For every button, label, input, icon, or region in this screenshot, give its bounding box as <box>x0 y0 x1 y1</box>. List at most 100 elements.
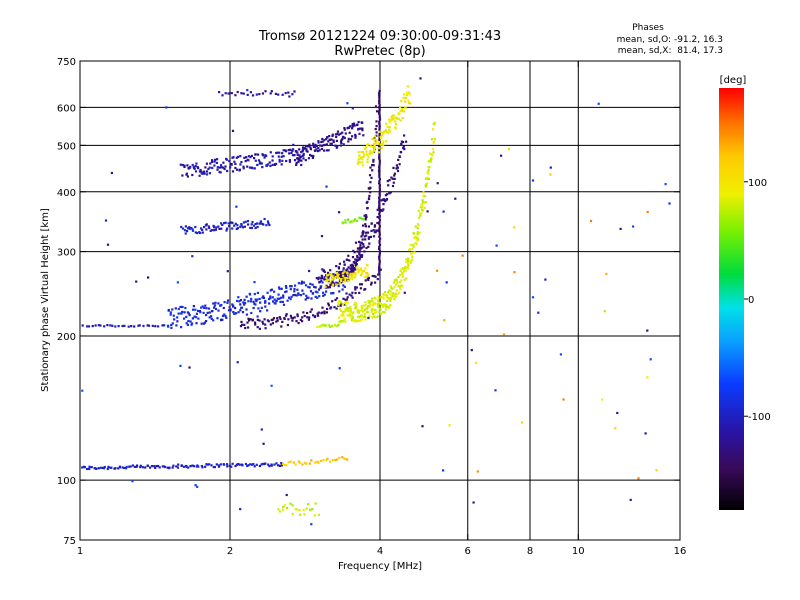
data-point <box>358 240 361 243</box>
data-point <box>391 294 394 297</box>
data-point <box>339 140 343 143</box>
data-point <box>295 161 298 165</box>
data-point <box>299 159 302 162</box>
data-point <box>186 227 190 230</box>
data-point <box>254 321 257 324</box>
data-point <box>336 145 339 148</box>
data-point <box>206 311 209 314</box>
data-point <box>287 318 290 321</box>
data-point <box>378 139 381 142</box>
data-point <box>354 271 357 275</box>
data-point <box>428 160 431 163</box>
data-point <box>389 303 392 306</box>
data-point <box>301 150 304 153</box>
data-point <box>346 314 349 317</box>
data-point <box>378 110 381 113</box>
data-point <box>302 311 305 314</box>
data-point <box>280 155 283 158</box>
data-point <box>230 92 233 95</box>
data-point <box>270 384 273 387</box>
data-point <box>247 317 250 320</box>
data-point <box>404 106 407 110</box>
data-point <box>310 308 313 311</box>
data-point <box>309 290 313 293</box>
data-point <box>179 305 182 308</box>
data-point <box>320 324 323 327</box>
data-point <box>187 167 190 170</box>
data-point <box>224 221 227 224</box>
data-point <box>411 255 414 258</box>
data-point <box>336 325 339 328</box>
data-point <box>278 464 282 467</box>
data-point <box>280 464 283 467</box>
data-point <box>304 145 307 148</box>
data-point <box>196 231 199 235</box>
data-point <box>213 160 216 163</box>
data-point <box>240 320 243 323</box>
data-point <box>246 464 249 467</box>
data-point <box>445 281 448 284</box>
data-point <box>131 464 134 467</box>
data-point <box>192 305 195 308</box>
data-point <box>323 276 327 279</box>
data-point <box>242 221 245 224</box>
data-point <box>185 465 188 468</box>
data-point <box>378 260 381 263</box>
data-point <box>378 217 381 220</box>
data-point <box>249 293 252 296</box>
data-point <box>655 469 658 472</box>
data-point <box>359 287 362 290</box>
data-point <box>226 270 229 273</box>
data-point <box>335 307 338 310</box>
data-point <box>148 466 152 469</box>
data-point <box>203 172 206 175</box>
data-point <box>141 466 144 469</box>
data-point <box>293 159 297 162</box>
data-point <box>225 229 228 232</box>
data-point <box>103 465 106 469</box>
data-point <box>391 184 395 188</box>
data-point <box>268 161 271 164</box>
data-point <box>239 299 242 302</box>
data-point <box>220 222 223 225</box>
data-point <box>344 274 347 277</box>
data-point <box>329 325 332 328</box>
data-point <box>212 465 215 469</box>
data-point <box>296 315 299 318</box>
data-point <box>257 159 261 162</box>
data-point <box>353 251 356 254</box>
data-point <box>354 286 357 289</box>
data-point <box>155 465 158 468</box>
data-point <box>378 272 381 275</box>
data-point <box>239 303 242 306</box>
data-point <box>343 270 346 273</box>
data-point <box>405 140 408 143</box>
data-point <box>195 162 198 165</box>
data-point <box>343 457 347 460</box>
data-point <box>364 147 367 151</box>
data-point <box>323 278 326 281</box>
data-point <box>340 309 343 312</box>
data-point <box>174 307 177 310</box>
data-point <box>646 376 649 379</box>
data-point <box>270 463 273 466</box>
data-point <box>320 279 323 282</box>
data-point <box>301 463 304 466</box>
data-point <box>221 94 224 97</box>
data-point <box>377 295 380 298</box>
data-point <box>404 97 407 100</box>
data-point <box>389 293 392 296</box>
data-point <box>418 216 421 219</box>
data-point <box>346 268 349 271</box>
data-point <box>288 296 291 299</box>
data-point <box>338 320 341 323</box>
data-point <box>371 274 374 278</box>
data-point <box>327 277 330 280</box>
data-point <box>378 243 382 246</box>
data-point <box>286 506 289 509</box>
data-point <box>314 145 317 149</box>
data-point <box>283 504 286 507</box>
data-point <box>369 144 372 147</box>
colorbar-label: [deg] <box>720 75 747 86</box>
